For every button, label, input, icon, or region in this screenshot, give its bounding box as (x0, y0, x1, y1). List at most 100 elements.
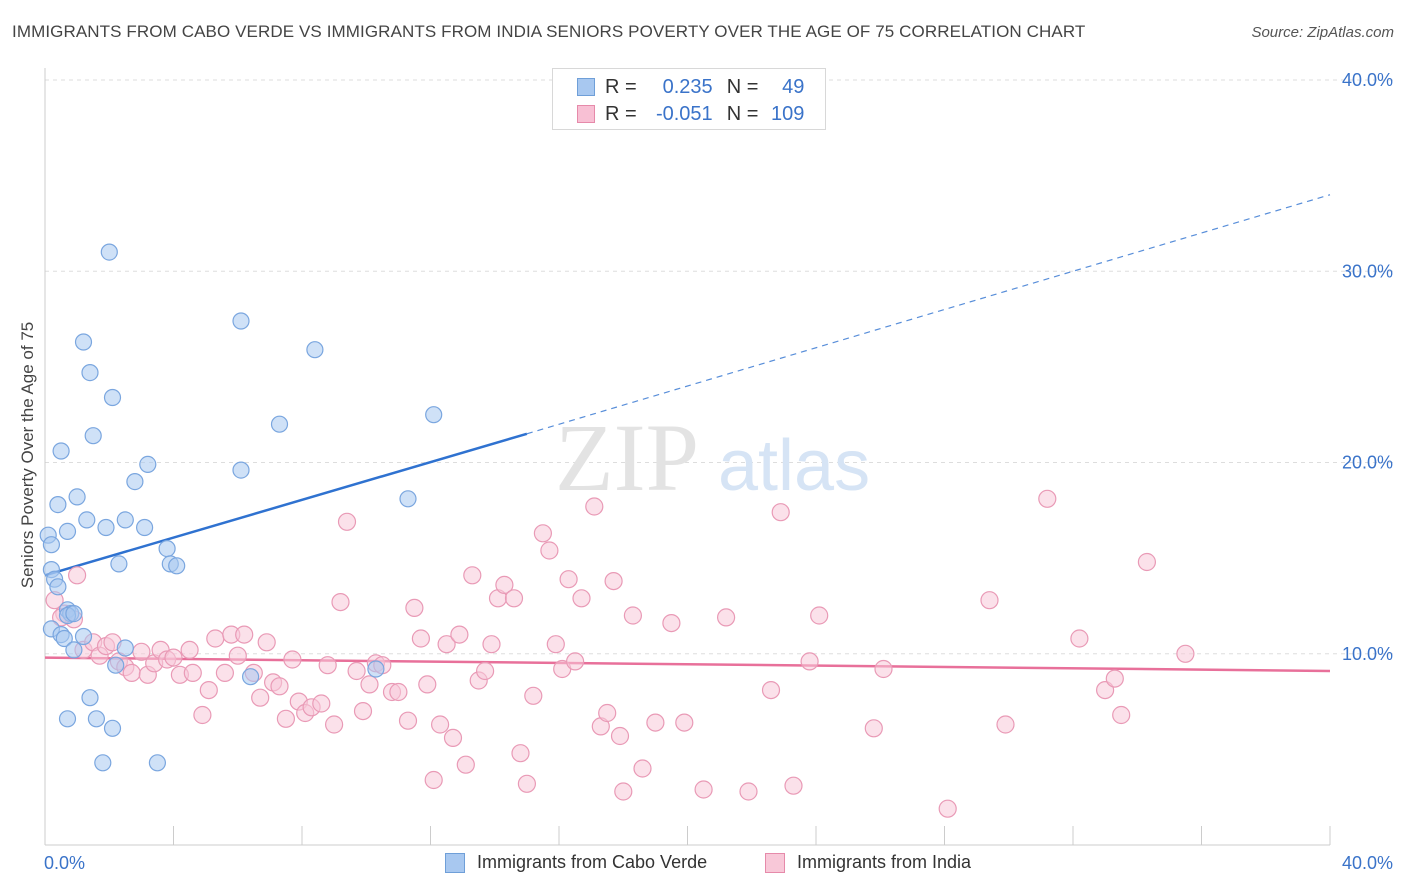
legend-swatch-cabo-verde (445, 852, 465, 873)
point-india (456, 755, 475, 774)
legend-r-value: 0.235 (662, 75, 713, 98)
y-tick-label: 40.0% (1342, 70, 1393, 90)
point-india (164, 648, 183, 667)
point-india (312, 694, 331, 713)
point-india (331, 592, 350, 612)
point-cabo-verde (42, 536, 61, 554)
legend-swatch-india (577, 105, 595, 123)
point-india (565, 652, 585, 671)
point-india (938, 799, 957, 818)
y-axis-label: Seniors Poverty Over the Age of 75 (18, 321, 37, 589)
point-cabo-verde (68, 488, 86, 506)
point-india (495, 575, 514, 595)
point-india (504, 589, 524, 608)
point-india (360, 675, 379, 694)
legend-item-india[interactable]: Immigrants from India (765, 852, 971, 873)
correlation-legend: R = 0.235 N = 49 R = -0.051 N = 109 (552, 68, 826, 130)
point-india (450, 625, 469, 644)
point-india (633, 759, 652, 778)
point-india (1105, 669, 1124, 688)
legend-r-value: -0.051 (655, 102, 713, 125)
point-cabo-verde (306, 341, 324, 359)
point-india (810, 606, 829, 625)
point-india (800, 652, 819, 671)
watermark-zip: ZIP (555, 404, 699, 511)
point-cabo-verde (58, 710, 77, 728)
point-india (325, 715, 344, 734)
point-cabo-verde (52, 442, 70, 460)
point-cabo-verde (78, 511, 96, 529)
point-india (694, 780, 713, 799)
point-cabo-verde (58, 522, 77, 541)
trend-line-cabo-verde (44, 432, 528, 577)
trend-lines (44, 194, 1331, 673)
point-india (1070, 629, 1089, 648)
point-india (646, 713, 665, 732)
point-india (598, 703, 617, 723)
point-india (283, 650, 302, 669)
legend-r-label: R = (605, 75, 637, 98)
legend-r-label: R = (605, 102, 637, 125)
point-india (228, 646, 247, 665)
point-india (235, 625, 254, 644)
point-india (122, 663, 141, 683)
point-cabo-verde (399, 490, 417, 508)
legend-n-label: N = (726, 75, 759, 98)
point-india (1038, 489, 1057, 508)
trend-line-india (44, 656, 1331, 673)
legend-item-cabo-verde[interactable]: Immigrants from Cabo Verde (445, 852, 707, 873)
point-cabo-verde (49, 496, 67, 514)
point-india (546, 635, 565, 654)
point-cabo-verde (136, 518, 154, 537)
legend-n-label: N = (726, 102, 759, 125)
point-india (517, 774, 537, 793)
point-india (739, 782, 758, 801)
point-cabo-verde (65, 641, 83, 659)
point-india (431, 715, 450, 734)
point-india (347, 661, 366, 681)
point-cabo-verde (107, 656, 125, 674)
point-cabo-verde (425, 406, 443, 424)
point-india (533, 524, 553, 543)
point-cabo-verde (242, 668, 260, 686)
point-india (276, 709, 295, 728)
point-india (482, 635, 501, 654)
point-india (1176, 644, 1195, 663)
x-tick-label: 40.0% (1342, 853, 1393, 873)
point-india (418, 675, 437, 694)
point-cabo-verde (168, 557, 186, 575)
point-cabo-verde (103, 388, 122, 407)
point-cabo-verde (94, 754, 112, 772)
point-india (604, 571, 623, 591)
tick-labels: 10.0% 20.0% 30.0% 40.0% 0.0% 40.0% (44, 70, 1393, 873)
point-cabo-verde (81, 364, 99, 382)
x-tick-label: 0.0% (44, 853, 85, 873)
point-cabo-verde (116, 511, 134, 529)
point-india (864, 719, 883, 738)
point-cabo-verde (49, 578, 67, 596)
point-india (251, 688, 270, 707)
point-india (443, 728, 463, 748)
point-india (180, 640, 199, 660)
point-india (405, 598, 424, 618)
point-india (411, 629, 430, 648)
point-cabo-verde (103, 719, 122, 737)
legend-n-value: 109 (771, 102, 805, 125)
chart-title: IMMIGRANTS FROM CABO VERDE VS IMMIGRANTS… (12, 22, 1086, 41)
legend-row-cabo-verde: R = 0.235 N = 49 (577, 75, 804, 99)
point-india (193, 705, 212, 725)
point-india (206, 629, 225, 648)
legend-label-india: Immigrants from India (797, 852, 972, 872)
point-india (183, 663, 202, 683)
point-india (270, 677, 289, 696)
point-cabo-verde (100, 243, 118, 261)
point-india (572, 589, 591, 608)
point-india (389, 682, 408, 702)
legend-swatch-cabo-verde (577, 78, 595, 96)
point-india (1112, 705, 1131, 725)
y-tick-label: 10.0% (1342, 644, 1393, 664)
point-india (511, 744, 530, 763)
point-india (424, 770, 443, 790)
point-cabo-verde (97, 518, 115, 537)
point-india (662, 613, 681, 633)
